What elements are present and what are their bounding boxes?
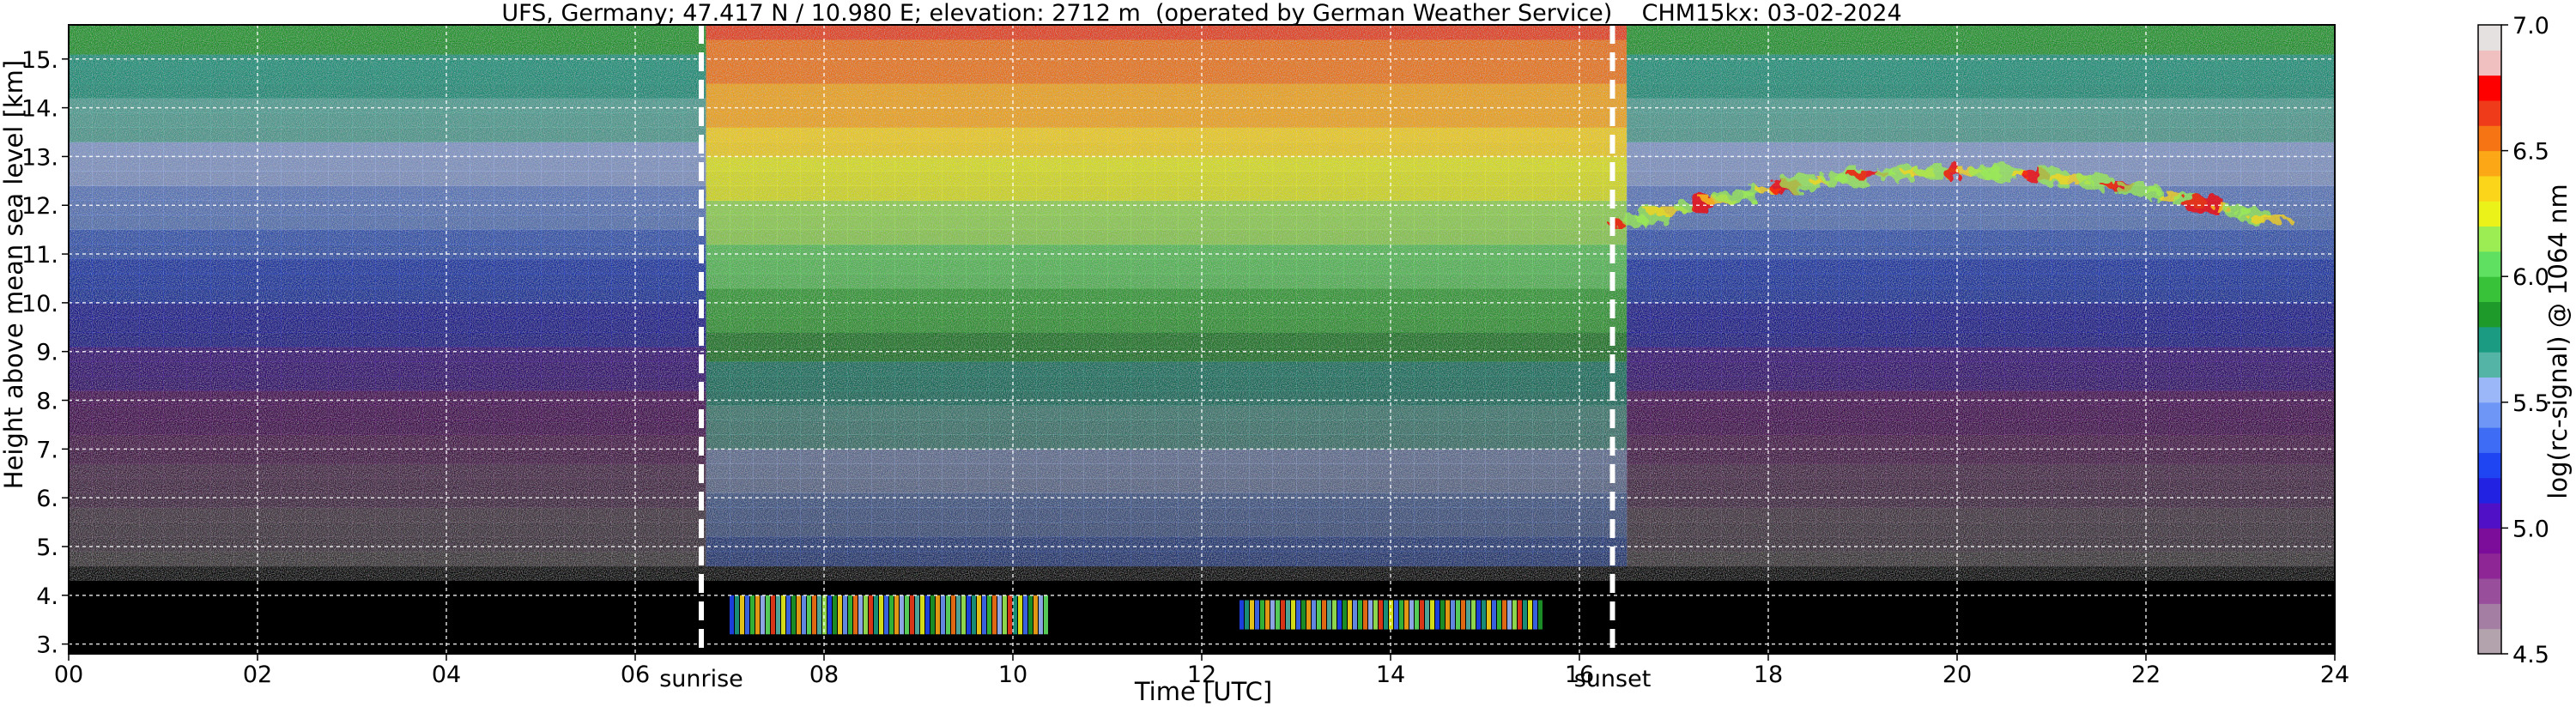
x-axis-label: Time [UTC] <box>1134 677 1272 706</box>
x-tick-label: 06 <box>621 662 650 688</box>
colorbar-level <box>2478 427 2501 453</box>
colorbar-level <box>2478 100 2501 126</box>
grid-lines <box>68 25 2336 654</box>
y-tick-label: 8. <box>36 389 58 415</box>
colorbar-level <box>2478 25 2501 51</box>
y-axis-label: Height above mean sea level [km] <box>0 60 28 489</box>
colorbar-level <box>2478 326 2501 353</box>
colorbar-tick-label: 4.5 <box>2512 642 2549 668</box>
x-tick-label: 08 <box>809 662 839 688</box>
colorbar-level <box>2478 603 2501 630</box>
y-tick-label: 5. <box>36 535 58 561</box>
y-tick-label: 7. <box>36 437 58 463</box>
y-tick-label: 4. <box>36 583 58 610</box>
x-tick-label: 04 <box>432 662 461 688</box>
colorbar-level <box>2478 477 2501 504</box>
colorbar-tick-label: 7.0 <box>2512 13 2549 39</box>
signal-features <box>730 161 2293 635</box>
y-axis-ticks: 3. 4. 5. 6. 7. 8. 9. 10. 11. 12. 13. 14. 15. <box>21 47 69 659</box>
colorbar-level <box>2478 377 2501 403</box>
colorbar-level <box>2478 226 2501 252</box>
x-tick-label: 10 <box>998 662 1027 688</box>
y-tick-label: 11. <box>21 242 58 269</box>
colorbar-level <box>2478 125 2501 152</box>
colorbar-level <box>2478 553 2501 579</box>
x-tick-label: 18 <box>1754 662 1783 688</box>
colorbar-level <box>2478 452 2501 479</box>
y-tick-label: 3. <box>36 632 58 659</box>
colorbar: 4.5 5.0 5.5 6.0 6.5 7.0 log(rc-signal) @ 1064… <box>2477 13 2573 668</box>
y-tick-label: 6. <box>36 486 58 512</box>
signal-feature <box>1240 600 1543 630</box>
colorbar-level <box>2478 276 2501 303</box>
colorbar-tick-label: 6.0 <box>2512 264 2549 291</box>
colorbar-tick-label: 6.5 <box>2512 139 2549 166</box>
colorbar-level <box>2478 301 2501 328</box>
colorbar-tick-label: 5.0 <box>2512 516 2549 542</box>
colorbar-level <box>2478 528 2501 554</box>
y-tick-label: 9. <box>36 340 58 366</box>
event-label-sunset: sunset <box>1574 666 1652 692</box>
x-axis-ticks: 00 02 04 06 08 10 12 14 16 18 20 22 24 <box>54 654 2349 688</box>
colorbar-level <box>2478 75 2501 101</box>
x-tick-label: 22 <box>2131 662 2161 688</box>
y-tick-label: 10. <box>21 291 58 317</box>
colorbar-level <box>2478 628 2501 655</box>
y-tick-label: 13. <box>21 144 58 171</box>
x-tick-label: 24 <box>2320 662 2349 688</box>
colorbar-level <box>2478 503 2501 529</box>
colorbar-tick-label: 5.5 <box>2512 390 2549 417</box>
x-tick-label: 20 <box>1943 662 1972 688</box>
x-tick-label: 12 <box>1187 662 1216 688</box>
colorbar-level <box>2478 175 2501 202</box>
plot-area: sunrise sunset <box>68 24 2336 692</box>
signal-feature <box>1609 161 2293 228</box>
signal-feature <box>730 595 1048 635</box>
colorbar-levels <box>2478 25 2501 655</box>
colorbar-level <box>2478 150 2501 177</box>
x-tick-label: 14 <box>1376 662 1405 688</box>
colorbar-level <box>2478 352 2501 378</box>
y-tick-label: 14. <box>21 96 58 123</box>
colorbar-level <box>2478 201 2501 227</box>
colorbar-level <box>2478 578 2501 604</box>
colorbar-level <box>2478 402 2501 428</box>
x-tick-label: 00 <box>54 662 83 688</box>
y-tick-label: 12. <box>21 193 58 220</box>
x-tick-label: 02 <box>243 662 272 688</box>
x-tick-label: 16 <box>1565 662 1594 688</box>
colorbar-ticks: 4.5 5.0 5.5 6.0 6.5 7.0 <box>2501 13 2549 668</box>
colorbar-level <box>2478 251 2501 277</box>
event-label-sunrise: sunrise <box>659 666 743 692</box>
chart-title: UFS, Germany; 47.417 N / 10.980 E; eleva… <box>501 0 1901 27</box>
y-tick-label: 15. <box>21 47 58 74</box>
colorbar-label: log(rc-signal) @ 1064 nm <box>2543 184 2573 499</box>
colorbar-level <box>2478 50 2501 76</box>
event-markers: sunrise sunset <box>659 25 1651 692</box>
colorbar-frame <box>2477 24 2502 655</box>
